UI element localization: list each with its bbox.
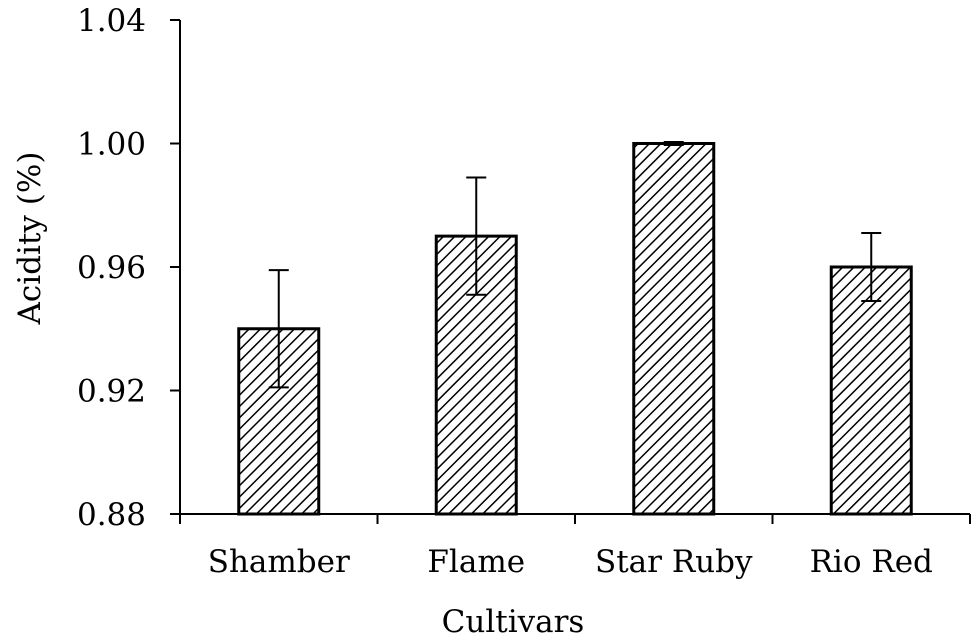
y-tick-label: 0.88 [77, 497, 146, 533]
y-tick-label: 1.04 [77, 3, 146, 39]
bars [237, 142, 913, 516]
x-tick-label: Flame [427, 544, 525, 580]
error-bar-shamber [268, 269, 289, 389]
error-bar-rio-red [861, 232, 882, 302]
x-tick-label: Star Ruby [595, 544, 753, 580]
x-tick-label: Rio Red [810, 544, 933, 580]
y-tick-label: 1.00 [77, 127, 146, 163]
y-axis-title: Acidity (%) [12, 152, 48, 326]
error-bars [268, 140, 882, 389]
x-tick-label: Shamber [208, 544, 350, 580]
y-tick-label: 0.92 [77, 374, 146, 410]
bar-rio-red [829, 265, 913, 516]
error-bar-flame [466, 176, 487, 296]
tick-labels: Shamber Flame Star Ruby Rio Red 0.88 0.92 0.96… [77, 3, 933, 580]
y-tick-label: 0.96 [77, 250, 146, 286]
error-bar-star-ruby [663, 140, 684, 147]
axes [170, 19, 971, 524]
bar-star-ruby [632, 142, 716, 516]
x-axis-title: Cultivars [442, 604, 585, 638]
